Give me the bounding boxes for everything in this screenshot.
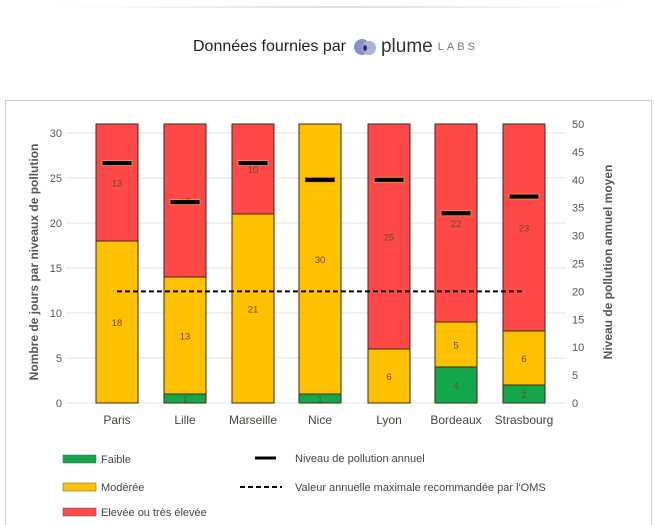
data-label: 1 xyxy=(182,395,187,406)
data-label: 22 xyxy=(451,219,462,230)
legend-label: Valeur annuelle maximale recommandée par… xyxy=(295,482,546,494)
legend-label: Elevée ou très élevée xyxy=(101,507,207,519)
pollution-level-marker xyxy=(101,160,133,166)
data-label: 6 xyxy=(521,354,526,365)
data-label: 4 xyxy=(453,381,458,392)
bar-segment-elevée xyxy=(367,123,411,350)
legend-swatch xyxy=(62,507,97,517)
x-tick-label: Nice xyxy=(308,413,332,427)
data-label: 10 xyxy=(248,165,259,176)
pollution-level-marker xyxy=(169,199,201,206)
y-tick-label: 20 xyxy=(50,218,62,230)
x-tick-label: Paris xyxy=(103,413,130,427)
legend-swatch xyxy=(62,454,97,464)
bar-segment-modérée xyxy=(298,123,342,395)
y-axis-title: Nombre de jours par niveaux de pollution xyxy=(27,144,41,381)
bar-segment-modérée xyxy=(231,213,275,404)
x-tick-label: Strasbourg xyxy=(495,413,554,427)
legend-label: Niveau de pollution annuel xyxy=(295,453,425,465)
chart-frame xyxy=(5,100,652,525)
credit-text: Données fournies par xyxy=(193,38,346,55)
data-label: 23 xyxy=(519,224,530,235)
x-tick-label: Bordeaux xyxy=(430,413,481,427)
y-right-tick-label: 30 xyxy=(572,231,584,243)
data-label: 13 xyxy=(112,179,123,190)
bar-segment-elevée xyxy=(434,123,478,323)
pollution-level-marker xyxy=(373,176,405,183)
bar-segment-modérée xyxy=(434,321,478,368)
data-label: 1 xyxy=(317,395,322,406)
y-right-tick-label: 20 xyxy=(572,286,584,298)
data-label: 18 xyxy=(112,318,123,329)
bar-segment-modérée xyxy=(95,240,139,404)
pollution-level-marker xyxy=(440,210,472,217)
top-divider xyxy=(60,6,620,8)
bar-segment-elevée xyxy=(95,123,139,242)
bar-segment-elevée xyxy=(231,123,275,215)
y-right-tick-label: 10 xyxy=(572,342,584,354)
x-tick-label: Lille xyxy=(174,413,196,427)
pollution-level-marker xyxy=(237,160,269,166)
y-right-tick-label: 15 xyxy=(572,314,584,326)
logo-suffix: LABS xyxy=(437,41,478,53)
legend-swatch xyxy=(62,482,97,492)
legend-label: Faible xyxy=(101,454,131,466)
y-tick-label: 5 xyxy=(56,353,62,365)
y-right-tick-label: 45 xyxy=(572,147,584,159)
pollution-level-marker xyxy=(508,193,540,200)
y-tick-label: 10 xyxy=(50,308,62,320)
bar-segment-elevée xyxy=(502,123,546,332)
x-tick-label: Marseille xyxy=(229,413,277,427)
data-label: 30 xyxy=(315,255,326,266)
data-label: 25 xyxy=(384,233,395,244)
y-right-tick-label: 40 xyxy=(572,175,584,187)
pollution-level-marker xyxy=(304,176,336,183)
bar-segment-modérée xyxy=(502,330,546,386)
y-right-tick-label: 35 xyxy=(572,203,584,215)
data-label: 21 xyxy=(248,305,259,316)
bar-segment-modérée xyxy=(163,276,207,395)
plume-labs-logo: plume LABS xyxy=(352,36,478,58)
data-label: 5 xyxy=(453,341,458,352)
logo-word: plume xyxy=(380,36,433,57)
x-tick-label: Lyon xyxy=(376,413,402,427)
y-right-tick-label: 5 xyxy=(572,370,578,382)
y-right-tick-label: 50 xyxy=(572,119,584,131)
y-right-tick-label: 0 xyxy=(572,398,578,410)
data-label: 6 xyxy=(386,372,391,383)
plume-logo-icon xyxy=(353,39,376,55)
y-tick-label: 0 xyxy=(56,398,62,410)
data-label: 2 xyxy=(521,390,526,401)
data-label: 13 xyxy=(180,332,191,343)
data-credit: Données fournies par plume LABS xyxy=(193,36,478,58)
y-right-tick-label: 25 xyxy=(572,259,584,271)
y-tick-label: 15 xyxy=(50,263,62,275)
y-right-axis-title: Niveau de pollution annuel moyen xyxy=(601,165,615,360)
legend-label: Modérée xyxy=(101,482,144,494)
y-tick-label: 30 xyxy=(50,128,62,140)
y-tick-label: 25 xyxy=(50,173,62,185)
